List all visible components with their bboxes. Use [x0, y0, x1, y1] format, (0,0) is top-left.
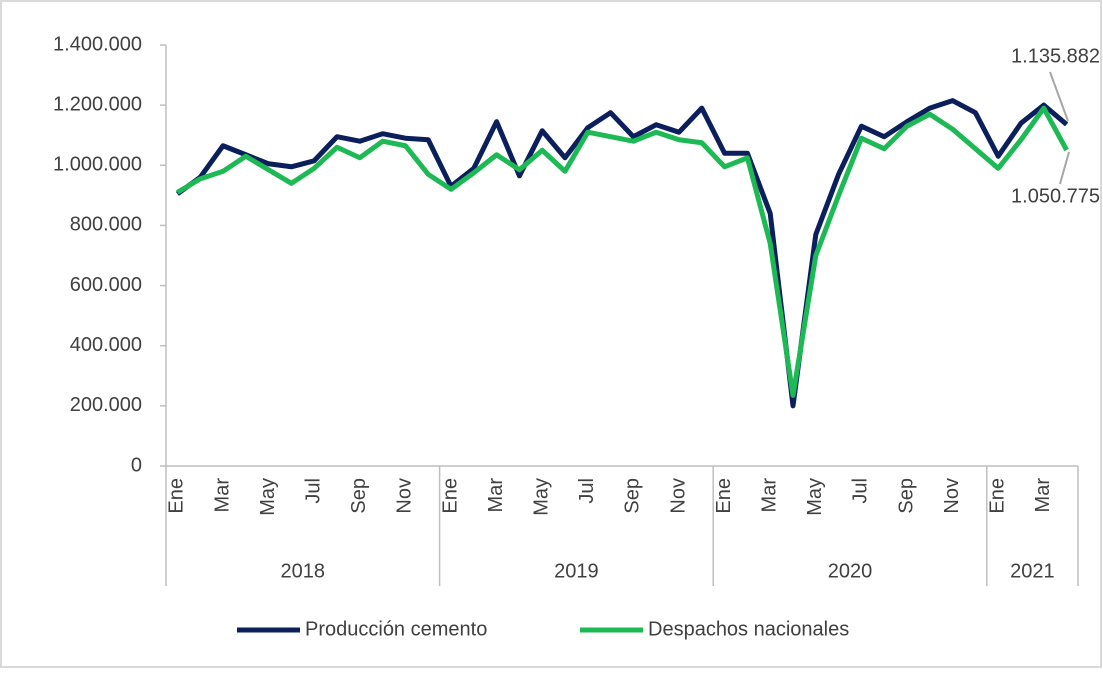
x-tick-label: Nov: [667, 478, 689, 514]
group-label: 2020: [828, 560, 873, 582]
x-tick-label: Sep: [348, 478, 370, 514]
data-label: 1.050.775: [1011, 185, 1100, 207]
group-label: 2018: [281, 560, 326, 582]
x-tick-label: Sep: [895, 478, 917, 514]
x-tick-label: Sep: [622, 478, 644, 514]
leader-line: [1049, 71, 1069, 122]
x-tick-label: Jul: [576, 478, 598, 504]
legend-label: Producción cemento: [305, 618, 487, 640]
x-tick-label: May: [257, 478, 279, 516]
y-tick-label: 200.000: [70, 394, 142, 416]
x-tick-label: Mar: [1032, 478, 1054, 513]
x-tick-label: Ene: [166, 478, 188, 514]
y-tick-label: 1.200.000: [53, 93, 142, 115]
x-tick-label: May: [804, 478, 826, 516]
x-tick-label: Mar: [485, 478, 507, 513]
y-tick-label: 600.000: [70, 274, 142, 296]
x-tick-label: May: [530, 478, 552, 516]
x-tick-label: Mar: [211, 478, 233, 513]
group-label: 2019: [554, 560, 599, 582]
x-tick-label: Ene: [713, 478, 735, 514]
group-label: 2021: [1010, 560, 1055, 582]
line-series: [176, 105, 1069, 398]
x-tick-label: Jul: [850, 478, 872, 504]
x-tick-label: Nov: [394, 478, 416, 514]
x-tick-label: Jul: [302, 478, 324, 504]
x-tick-label: Ene: [439, 478, 461, 514]
y-tick-label: 400.000: [70, 334, 142, 356]
y-tick-label: 1.400.000: [53, 33, 142, 55]
x-tick-label: Ene: [986, 478, 1008, 514]
leader-line: [1059, 151, 1070, 185]
y-tick-label: 0: [131, 454, 142, 476]
x-tick-label: Nov: [941, 478, 963, 514]
data-label: 1.135.882: [1011, 45, 1100, 67]
legend-label: Despachos nacionales: [648, 618, 849, 640]
line-series: [175, 98, 1069, 409]
y-tick-label: 1.000.000: [53, 154, 142, 176]
y-tick-label: 800.000: [70, 214, 142, 236]
x-tick-label: Mar: [758, 478, 780, 513]
